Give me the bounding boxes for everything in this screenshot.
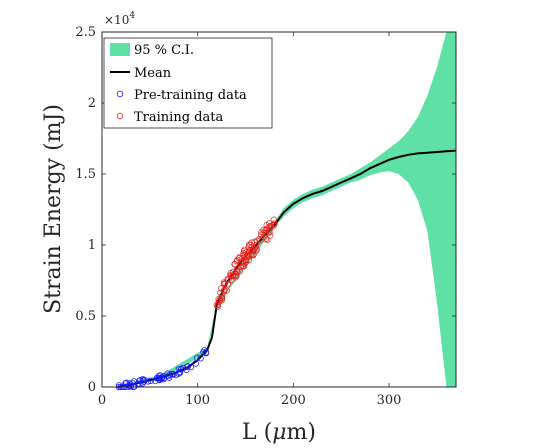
pretraining-data-point	[127, 383, 134, 390]
y-axis-exponent: ×104	[104, 11, 135, 27]
training-data-point	[242, 256, 249, 263]
training-data-point	[234, 268, 241, 275]
training-data-point	[228, 272, 235, 279]
training-data-point	[236, 267, 244, 275]
training-data-point	[230, 272, 237, 279]
training-data-point	[263, 225, 271, 232]
pretraining-data-point	[147, 377, 154, 384]
y-axis-ticks: 0 0.5 1 1.5 2 2.5	[75, 25, 456, 395]
pretraining-data-point	[126, 380, 133, 387]
training-data-point	[214, 303, 221, 310]
pretraining-data-point	[144, 378, 152, 385]
pretraining-data-point	[193, 354, 201, 361]
scatter-layer	[115, 216, 278, 391]
legend-ci-swatch	[110, 43, 130, 56]
pretraining-data-point	[201, 347, 208, 354]
pretraining-data-point	[176, 368, 184, 376]
training-data-point	[239, 254, 246, 261]
pretraining-data-point	[202, 349, 210, 356]
y-axis-label: Strain Energy (mJ)	[41, 104, 66, 314]
training-data-point	[248, 239, 255, 246]
pretraining-data-point	[175, 365, 183, 373]
training-data-point	[241, 260, 248, 267]
training-data-point	[270, 220, 278, 227]
training-data-point	[240, 262, 248, 270]
pretraining-data-point	[157, 372, 164, 379]
legend: 95 % C.I. Mean Pre-training data Trainin…	[103, 37, 273, 129]
pretraining-data-point	[152, 377, 159, 385]
legend-training-label: Training data	[134, 110, 223, 125]
mean-line-layer	[118, 149, 457, 388]
legend-training-marker	[116, 112, 124, 120]
pretraining-data-point	[136, 377, 143, 384]
training-data-point	[261, 229, 269, 236]
training-data-point	[261, 233, 268, 240]
x-axis-ticks: 0 100 200 300	[98, 32, 402, 408]
pretraining-data-point	[187, 363, 195, 371]
training-data-point	[220, 288, 228, 295]
legend-ci-label: 95 % C.I.	[134, 43, 194, 58]
y-tick-label: 1.5	[75, 167, 96, 182]
y-tick-label: 2	[88, 96, 96, 111]
x-tick-label: 300	[377, 393, 402, 408]
training-data-point	[233, 267, 240, 274]
x-tick-label: 0	[98, 393, 106, 408]
training-data-point	[262, 226, 269, 234]
training-data-point	[262, 235, 270, 242]
legend-pretraining-marker	[116, 90, 124, 98]
pretraining-data-point	[115, 382, 123, 389]
pretraining-data-point	[192, 360, 199, 367]
pretraining-data-point	[156, 374, 163, 382]
axes-frame	[101, 31, 457, 388]
training-data-point	[251, 246, 258, 253]
training-data-point	[267, 232, 274, 239]
training-data-point	[258, 228, 265, 236]
training-data-point	[253, 246, 261, 253]
training-data-point	[249, 247, 257, 254]
pretraining-data-point	[160, 375, 167, 383]
legend-pretraining-label: Pre-training data	[134, 88, 247, 103]
x-axis-label: L (μm)	[242, 420, 316, 445]
training-data-point	[228, 276, 235, 283]
training-data-point	[247, 241, 254, 248]
training-data-point	[231, 261, 238, 268]
training-data-point	[257, 237, 264, 244]
legend-mean-label: Mean	[134, 66, 172, 81]
training-data-point	[263, 222, 270, 229]
pretraining-data-point	[169, 370, 176, 378]
x-tick-label: 200	[281, 393, 306, 408]
y-tick-label: 1	[88, 238, 96, 253]
y-tick-label: 2.5	[75, 25, 96, 40]
pretraining-data-point	[183, 363, 191, 371]
pretraining-data-point	[197, 355, 204, 362]
mean-line	[118, 149, 457, 388]
pretraining-data-point	[164, 370, 171, 377]
training-data-point	[240, 250, 247, 257]
training-data-point	[254, 237, 261, 244]
pretraining-data-point	[200, 348, 207, 356]
legend-box	[103, 37, 273, 129]
training-data-point	[242, 259, 250, 266]
training-data-point	[248, 251, 256, 259]
y-tick-label: 0	[88, 380, 96, 395]
x-tick-label: 100	[185, 393, 210, 408]
training-data-point	[270, 216, 277, 223]
pretraining-data-point	[172, 371, 179, 379]
training-data-point	[223, 287, 230, 294]
training-data-point	[236, 255, 243, 262]
training-data-point	[215, 296, 222, 303]
training-data-point	[230, 268, 237, 276]
training-data-point	[221, 280, 228, 288]
pretraining-data-point	[159, 374, 166, 381]
y-tick-label: 0.5	[75, 309, 96, 324]
training-data-point	[218, 295, 226, 302]
training-data-point	[233, 272, 240, 280]
pretraining-data-point	[180, 365, 187, 372]
